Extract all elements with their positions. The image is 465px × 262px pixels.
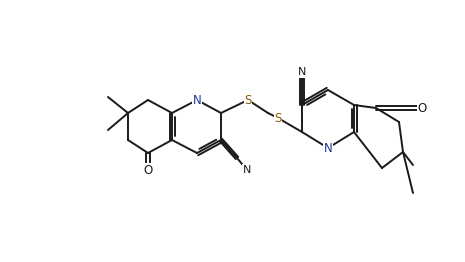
- Text: N: N: [243, 165, 251, 175]
- Text: O: O: [418, 101, 426, 114]
- Text: N: N: [298, 67, 306, 77]
- Text: N: N: [324, 141, 332, 155]
- Text: S: S: [244, 94, 252, 106]
- Text: O: O: [418, 101, 426, 114]
- Text: N: N: [324, 141, 332, 155]
- Text: N: N: [298, 67, 306, 77]
- Text: N: N: [243, 165, 251, 175]
- Text: O: O: [143, 163, 153, 177]
- Text: O: O: [143, 163, 153, 177]
- Text: S: S: [244, 94, 252, 106]
- Text: N: N: [193, 94, 201, 106]
- Text: S: S: [274, 112, 282, 124]
- Text: S: S: [274, 112, 282, 124]
- Text: N: N: [193, 94, 201, 106]
